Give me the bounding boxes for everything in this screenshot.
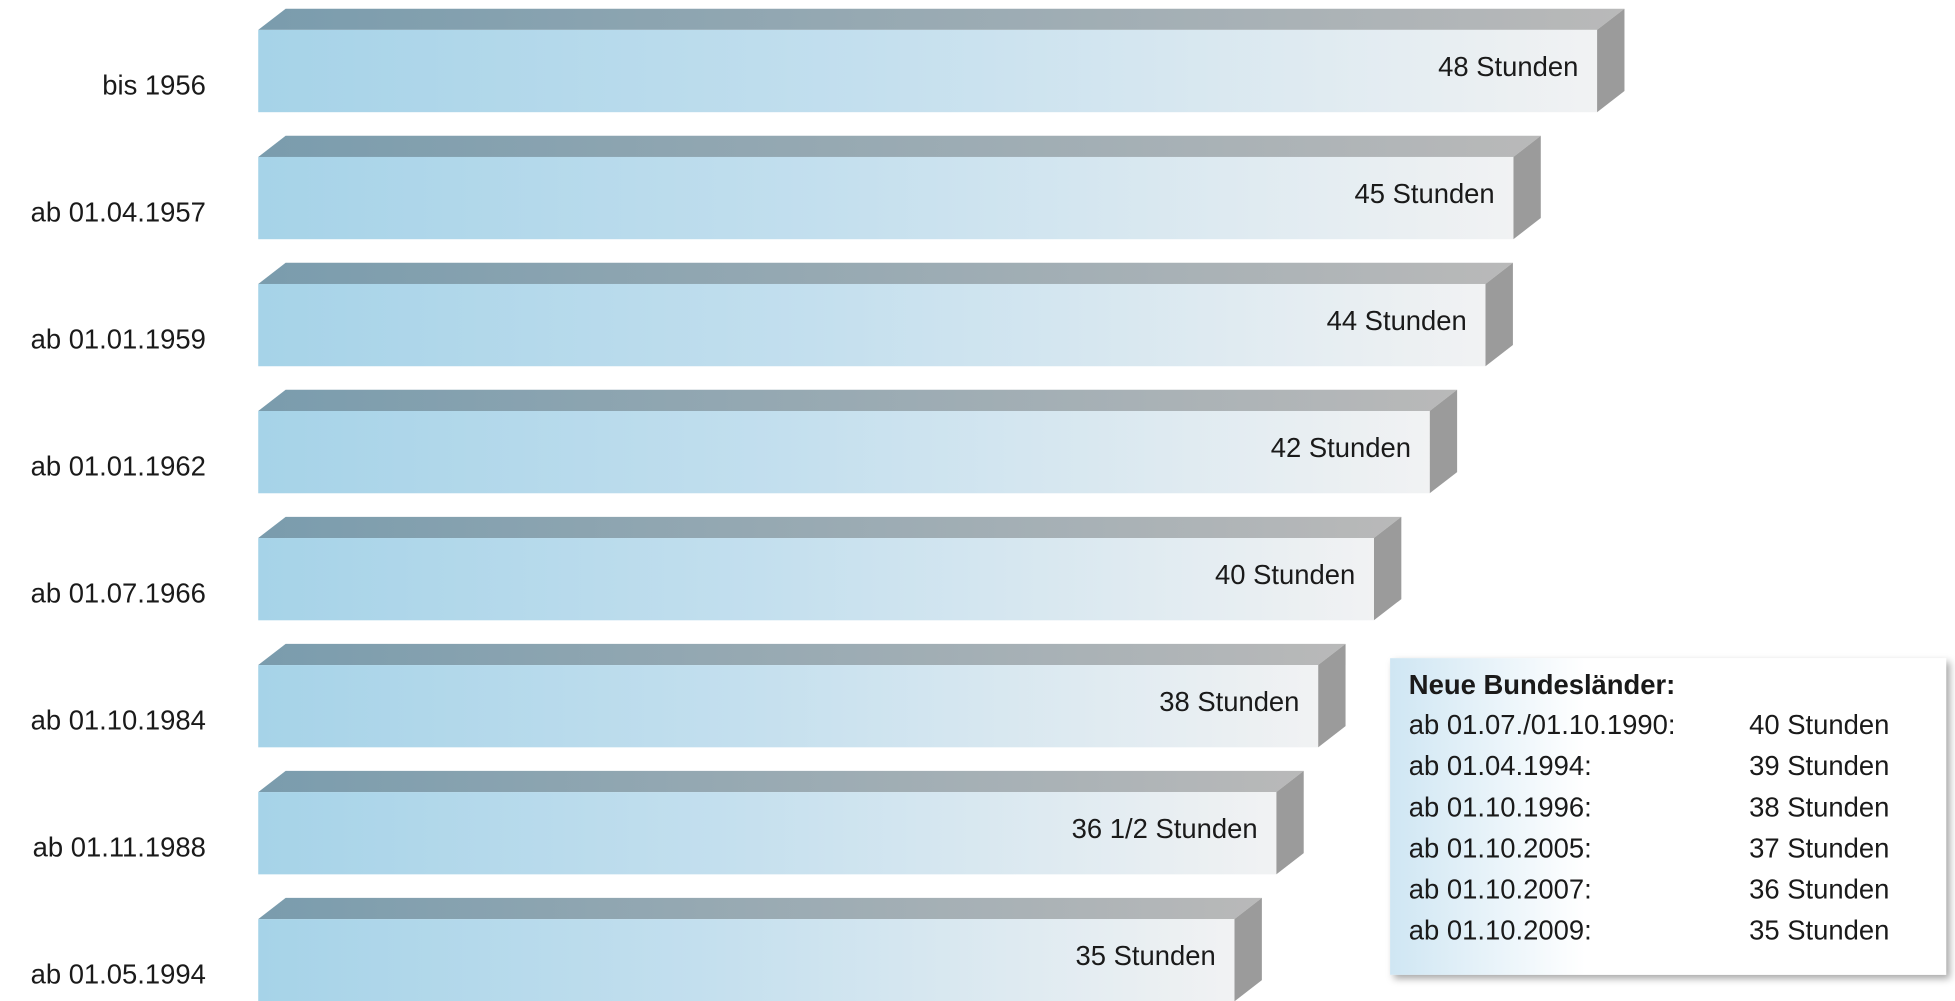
bar — [258, 919, 1235, 1001]
annotation-box — [1390, 658, 1947, 975]
category-label: ab 01.04.1957 — [31, 197, 206, 228]
annotation-date: ab 01.04.1994: — [1409, 750, 1592, 781]
category-label: ab 01.07.1966 — [31, 578, 206, 609]
bar-top — [258, 643, 1346, 666]
bar — [258, 538, 1374, 621]
bar-side — [1485, 262, 1513, 367]
value-label: 36 1/2 Stunden — [1072, 813, 1258, 844]
category-label: bis 1956 — [102, 70, 206, 101]
bar — [258, 283, 1486, 367]
bar-side — [1513, 135, 1541, 240]
bar-side — [1234, 897, 1262, 1001]
annotation-value: 36 Stunden — [1749, 874, 1889, 905]
value-label: 44 Stunden — [1327, 305, 1467, 336]
category-label: ab 01.11.1988 — [33, 832, 206, 863]
category-label: ab 01.10.1984 — [31, 705, 206, 736]
annotation-date: ab 01.10.2005: — [1409, 832, 1592, 863]
bar-side — [1276, 770, 1304, 875]
bar-top — [258, 262, 1513, 284]
bar-top — [258, 516, 1402, 539]
bar-top — [258, 897, 1262, 920]
annotation-value: 35 Stunden — [1749, 915, 1889, 946]
value-label: 42 Stunden — [1271, 432, 1411, 463]
bar — [258, 665, 1319, 748]
value-label: 45 Stunden — [1354, 178, 1494, 209]
category-label: ab 01.01.1962 — [31, 451, 206, 482]
annotation-value: 39 Stunden — [1749, 750, 1889, 781]
value-label: 35 Stunden — [1076, 940, 1216, 971]
bar — [258, 792, 1277, 875]
bar-side — [1373, 516, 1402, 621]
bar-top — [258, 135, 1541, 157]
annotation-value: 38 Stunden — [1749, 791, 1889, 822]
bar-top — [258, 8, 1625, 30]
value-label: 48 Stunden — [1438, 51, 1578, 82]
value-label: 40 Stunden — [1215, 559, 1355, 590]
annotation-title: Neue Bundesländer: — [1409, 669, 1676, 700]
bar-top — [258, 770, 1304, 793]
bar — [258, 156, 1514, 240]
bar-top — [258, 389, 1458, 411]
category-label: ab 01.01.1959 — [31, 324, 206, 355]
bar-side — [1597, 8, 1625, 113]
annotation-date: ab 01.07./01.10.1990: — [1409, 709, 1676, 740]
bar-side — [1318, 643, 1346, 748]
annotation-value: 37 Stunden — [1749, 832, 1889, 863]
bar — [258, 410, 1430, 494]
annotation-date: ab 01.10.1996: — [1409, 791, 1592, 822]
annotation-value: 40 Stunden — [1749, 709, 1889, 740]
annotation-date: ab 01.10.2009: — [1409, 915, 1592, 946]
bar-side — [1429, 389, 1458, 494]
bar — [258, 29, 1598, 113]
annotation-date: ab 01.10.2007: — [1409, 874, 1592, 905]
value-label: 38 Stunden — [1159, 686, 1299, 717]
category-label: ab 01.05.1994 — [31, 959, 206, 990]
